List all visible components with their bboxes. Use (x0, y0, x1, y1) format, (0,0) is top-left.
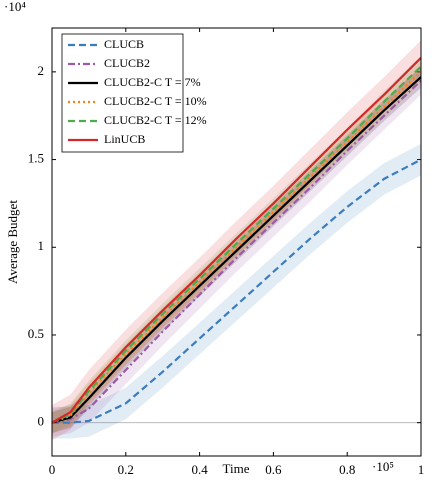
y-tick-label: 0.5 (28, 326, 44, 341)
error-band (52, 143, 421, 439)
legend-label: LinUCB (104, 132, 145, 146)
series-line (52, 65, 421, 424)
y-tick-label: 1 (38, 238, 45, 253)
legend-box (61, 33, 184, 153)
series-line (52, 158, 421, 424)
x-tick-label: 0 (49, 462, 56, 477)
plot-frame (51, 27, 422, 457)
x-tick-label: 0.2 (118, 462, 134, 477)
legend-label: CLUCB (104, 37, 144, 51)
series-line (52, 57, 421, 424)
x-tick-label: 0.8 (339, 462, 355, 477)
y-tick-label: 0 (38, 414, 45, 429)
series-line (52, 71, 421, 424)
x-tick-label: 0.6 (265, 462, 282, 477)
legend-label: CLUCB2-C T = 7% (104, 75, 201, 89)
y-tick-label: 1.5 (28, 151, 44, 166)
x-multiplier: ·10⁵ (372, 459, 394, 474)
y-tick-label: 2 (38, 63, 45, 78)
series-line (52, 76, 421, 424)
y-multiplier: ·10⁴ (4, 0, 26, 14)
x-tick-label: 1 (418, 462, 425, 477)
x-tick-label: 0.4 (191, 462, 208, 477)
legend-label: CLUCB2 (104, 56, 150, 70)
y-axis-label: Average Budget (5, 200, 20, 284)
legend-label: CLUCB2-C T = 10% (104, 94, 207, 108)
legend-label: CLUCB2-C T = 12% (104, 113, 207, 127)
x-axis-label: Time (223, 461, 250, 476)
series-line (52, 79, 421, 424)
